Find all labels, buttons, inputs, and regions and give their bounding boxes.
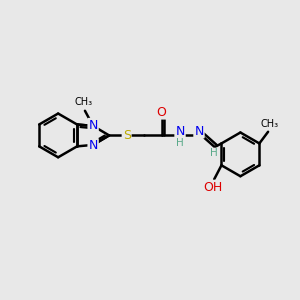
Text: H: H <box>176 138 184 148</box>
Text: N: N <box>88 139 98 152</box>
Text: N: N <box>88 119 98 132</box>
Text: S: S <box>123 129 131 142</box>
Text: H: H <box>210 148 218 158</box>
Text: O: O <box>157 106 166 118</box>
Text: CH₃: CH₃ <box>74 97 92 107</box>
Text: CH₃: CH₃ <box>261 118 279 129</box>
Text: OH: OH <box>203 181 222 194</box>
Text: N: N <box>175 124 185 137</box>
Text: N: N <box>194 124 204 137</box>
